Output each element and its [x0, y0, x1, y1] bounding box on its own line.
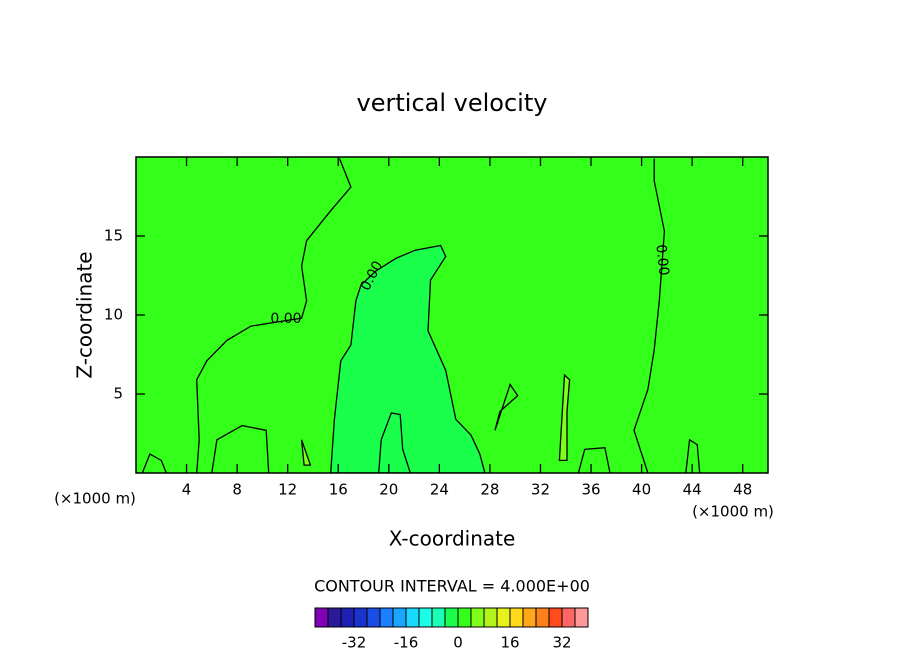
colorbar-swatch — [470, 607, 485, 628]
colorbar-swatch — [483, 607, 498, 628]
colorbar-swatch — [314, 607, 329, 628]
contour-interval: CONTOUR INTERVAL = 4.000E+00 — [314, 577, 590, 596]
contour-label: 0.00 — [270, 311, 301, 327]
contour-line — [685, 438, 701, 473]
x-tick-label: 16 — [329, 481, 348, 499]
x-tick-label: 36 — [581, 481, 600, 499]
contour-line — [494, 383, 519, 431]
colorbar-swatch — [431, 607, 446, 628]
x-tick-label: 8 — [232, 481, 242, 499]
x-tick-label: 32 — [531, 481, 550, 499]
colorbar-tick-label: 32 — [552, 634, 571, 652]
y-tick-label: 5 — [113, 385, 123, 403]
x-tick-label: 40 — [632, 481, 651, 499]
colorbar-swatch — [457, 607, 472, 628]
contour-line — [577, 447, 611, 473]
contour-region — [300, 439, 312, 466]
colorbar-swatch — [548, 607, 563, 628]
colorbar-swatch — [379, 607, 394, 628]
colorbar-tick-label: -32 — [342, 634, 367, 652]
contour-line — [211, 424, 270, 473]
x-tick-label: 48 — [733, 481, 752, 499]
contour-line — [196, 158, 352, 473]
colorbar-swatch — [418, 607, 433, 628]
colorbar-tick-label: 0 — [453, 634, 463, 652]
x-tick-label: 28 — [480, 481, 499, 499]
y-axis-title: Z-coordinate — [73, 251, 97, 378]
colorbar-swatch — [535, 607, 550, 628]
colorbar-tick-label: 16 — [500, 634, 519, 652]
chart-title: vertical velocity — [357, 89, 548, 117]
colorbar-tick-label: -16 — [394, 634, 419, 652]
contour-region — [558, 373, 571, 462]
y-tick-label: 15 — [104, 227, 123, 245]
colorbar-swatch — [509, 607, 524, 628]
colorbar-swatch — [574, 607, 589, 628]
colorbar-swatch — [522, 607, 537, 628]
contour-region — [330, 244, 486, 473]
x-unit-label: (×1000 m) — [54, 490, 136, 508]
x-axis-title: X-coordinate — [389, 527, 516, 551]
x-tick-label: 4 — [182, 481, 192, 499]
colorbar-swatch — [405, 607, 420, 628]
contour-line — [141, 453, 167, 473]
x-tick-label: 12 — [278, 481, 297, 499]
colorbar-swatch — [366, 607, 381, 628]
colorbar-swatch — [353, 607, 368, 628]
colorbar-swatch — [496, 607, 511, 628]
colorbar-swatch — [392, 607, 407, 628]
x-tick-label: 24 — [430, 481, 449, 499]
colorbar-swatch — [444, 607, 459, 628]
contour-line — [633, 158, 666, 473]
contour-line — [378, 412, 411, 473]
colorbar-swatch — [561, 607, 576, 628]
colorbar-swatch — [327, 607, 342, 628]
colorbar-swatch — [340, 607, 355, 628]
contour-label: 0.00 — [652, 244, 671, 277]
x-tick-label: 44 — [683, 481, 702, 499]
x-unit-label: (×1000 m) — [692, 503, 774, 521]
x-tick-label: 20 — [379, 481, 398, 499]
y-tick-label: 10 — [104, 306, 123, 324]
